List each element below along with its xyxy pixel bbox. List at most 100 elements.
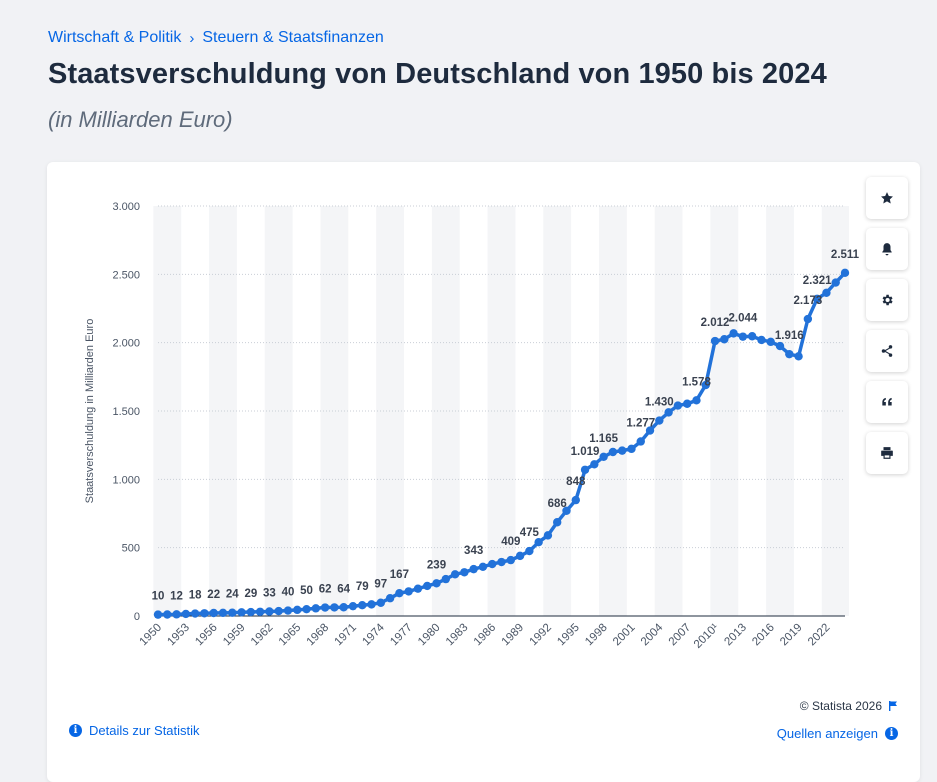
data-point: [562, 506, 571, 515]
x-tick-label: 1956: [193, 622, 220, 649]
data-point: [580, 465, 590, 474]
data-point: [432, 579, 441, 588]
data-label: 1.578: [682, 376, 711, 388]
print-icon: [881, 447, 893, 459]
data-point: [757, 335, 766, 345]
y-tick-label: 0: [134, 611, 140, 623]
data-point: [237, 608, 246, 617]
data-label: 409: [501, 536, 520, 548]
data-point: [831, 278, 840, 287]
data-label: 2.321: [803, 275, 832, 287]
data-point: [283, 606, 293, 615]
data-point: [228, 608, 237, 617]
data-label: 29: [244, 588, 257, 600]
page-subtitle: (in Milliarden Euro): [48, 107, 233, 132]
y-tick-label: 3.000: [112, 201, 140, 213]
data-label: 22: [207, 589, 220, 601]
breadcrumb-link-steuern[interactable]: Steuern & Staatsfinanzen: [202, 29, 384, 46]
data-point: [358, 601, 367, 610]
data-point: [348, 601, 358, 611]
x-tick-label: 1974: [360, 621, 387, 648]
data-point: [553, 518, 562, 527]
background-stripe: [209, 206, 237, 616]
x-tick-label: 1971: [332, 622, 359, 649]
data-point: [367, 600, 376, 609]
bell-icon: [882, 243, 892, 256]
chevron-right-icon: ›: [189, 29, 195, 47]
breadcrumb: Wirtschaft & Politik › Steuern & Staatsf…: [48, 29, 384, 47]
x-tick-label: 1989: [500, 622, 527, 649]
data-label: 40: [282, 587, 295, 599]
data-point: [627, 444, 636, 454]
data-point: [692, 396, 701, 405]
details-link[interactable]: i Details zur Statistik: [69, 723, 200, 738]
sources-link-label: Quellen anzeigen: [776, 726, 878, 741]
y-axis-title: Staatsverschuldung in Milliarden Euro: [84, 319, 96, 504]
info-icon: i: [69, 724, 82, 737]
print-button[interactable]: [866, 432, 908, 474]
x-tick-label: 2016: [750, 622, 777, 649]
settings-button[interactable]: [866, 279, 908, 321]
share-button[interactable]: [866, 330, 908, 372]
cite-button[interactable]: [866, 381, 908, 423]
x-tick-label: 1986: [472, 622, 499, 649]
data-point: [738, 332, 748, 341]
data-point: [293, 605, 302, 615]
quote-icon: [882, 397, 892, 406]
data-point: [812, 294, 822, 303]
data-point: [506, 555, 515, 565]
data-point: [163, 610, 172, 619]
data-point: [497, 557, 506, 567]
data-point: [246, 607, 256, 617]
notification-button[interactable]: [866, 228, 908, 270]
x-tick-label: 1962: [249, 622, 276, 649]
data-label: 97: [374, 579, 387, 591]
info-icon: i: [885, 727, 898, 740]
y-tick-label: 2.000: [112, 338, 140, 350]
x-tick-label: 1977: [388, 622, 415, 649]
data-point: [794, 352, 803, 361]
data-point: [720, 335, 729, 344]
x-tick-label: 2022: [806, 622, 833, 649]
favorite-button[interactable]: [866, 177, 908, 219]
data-point: [385, 594, 395, 603]
data-label: 33: [263, 587, 276, 599]
data-point: [200, 609, 209, 618]
data-point: [775, 341, 785, 351]
data-point: [274, 606, 283, 616]
x-tick-label: 2007: [667, 622, 694, 649]
flag-icon[interactable]: [888, 701, 898, 711]
data-label: 2.044: [728, 313, 757, 325]
y-tick-label: 1.500: [112, 406, 140, 418]
x-tick-label: 2013: [722, 622, 749, 649]
data-point: [478, 562, 488, 571]
data-label: 343: [464, 545, 483, 557]
breadcrumb-link-wirtschaft[interactable]: Wirtschaft & Politik: [48, 29, 182, 46]
page-title: Staatsverschuldung von Deutschland von 1…: [48, 58, 827, 90]
data-label: 239: [427, 559, 446, 571]
x-tick-label: 1995: [555, 622, 582, 649]
data-label: 1.019: [571, 446, 600, 458]
background-stripe: [487, 206, 516, 616]
data-label: 1.430: [645, 397, 674, 409]
data-point: [395, 588, 404, 598]
data-point: [218, 608, 228, 618]
data-label: 50: [300, 585, 313, 597]
data-label: 1.916: [775, 330, 804, 342]
data-label: 2.012: [701, 317, 730, 329]
data-label: 24: [226, 589, 239, 601]
x-tick-label: 2019: [778, 622, 805, 649]
sources-link[interactable]: Quellen anzeigen i: [777, 726, 898, 741]
data-point: [413, 584, 423, 593]
data-point: [265, 607, 274, 616]
data-point: [441, 574, 450, 584]
x-tick-label: 2010¹: [692, 622, 721, 651]
chart-card: 0 500 1.000 1.500 2.000 2.500 3.000 Staatsversc…: [47, 162, 920, 782]
data-point: [534, 538, 543, 547]
y-tick-label: 500: [122, 543, 140, 555]
data-label: 18: [189, 590, 202, 602]
data-point: [766, 337, 775, 347]
data-point: [608, 447, 618, 457]
data-point: [255, 607, 265, 616]
data-point: [701, 380, 710, 390]
